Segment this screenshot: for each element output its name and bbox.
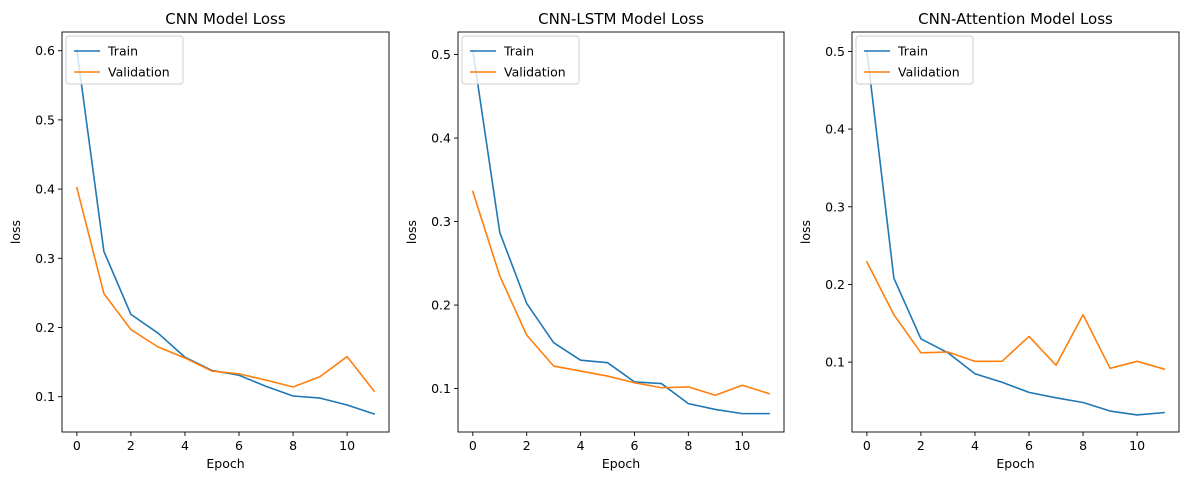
series-line-validation [865, 260, 1166, 371]
x-tick-label: 2 [127, 438, 135, 453]
y-tick-label: 0.3 [825, 199, 845, 214]
x-tick-label: 6 [235, 438, 243, 453]
y-tick-label: 0.2 [35, 320, 55, 335]
plot-frame [457, 31, 785, 433]
y-tick-label: 0.4 [825, 122, 845, 137]
legend: Train Validation [855, 35, 974, 85]
series-line-validation [471, 190, 771, 397]
x-tick-label: 10 [734, 438, 750, 453]
x-tick-label: 4 [971, 438, 979, 453]
y-tick-label: 0.5 [35, 112, 55, 127]
x-axis-label: Epoch [996, 456, 1034, 471]
chart-panel-1: 0 2 4 6 8 10 0.1 0.2 0.3 0.4 0.5 0.6 CNN Model Loss E… [8, 10, 390, 471]
series-line-train [75, 49, 376, 416]
y-axis-label: loss [8, 220, 23, 244]
legend-label-train: Train [107, 44, 138, 59]
y-tick-label: 0.1 [431, 381, 451, 396]
chart-panel-2: 0 2 4 6 8 10 0.1 0.2 0.3 0.4 0.5 CNN-LSTM Model Los… [404, 10, 785, 471]
x-axis-label: Epoch [206, 456, 244, 471]
y-tick-label: 0.3 [431, 214, 451, 229]
x-tick-label: 10 [1129, 438, 1145, 453]
x-tick-label: 0 [73, 438, 81, 453]
series-line-train [471, 49, 770, 415]
x-tick-label: 2 [523, 438, 531, 453]
y-tick-label: 0.1 [825, 355, 845, 370]
plot-frame [61, 31, 390, 433]
chart-title: CNN-LSTM Model Loss [538, 10, 704, 28]
y-axis-label: loss [404, 220, 419, 244]
y-tick-label: 0.5 [825, 44, 845, 59]
x-tick-label: 6 [630, 438, 638, 453]
x-tick-label: 2 [917, 438, 925, 453]
y-tick-label: 0.2 [431, 298, 451, 313]
y-tick-label: 0.4 [35, 182, 55, 197]
y-axis-label: loss [798, 220, 813, 244]
x-tick-label: 4 [577, 438, 585, 453]
x-tick-label: 8 [684, 438, 692, 453]
series-line-validation [75, 186, 376, 393]
chart-panel-3: 0 2 4 6 8 10 0.1 0.2 0.3 0.4 0.5 CNN-Attention Mode… [798, 10, 1180, 471]
series-line-train [865, 49, 1166, 416]
x-tick-label: 0 [863, 438, 871, 453]
chart-title: CNN Model Loss [165, 10, 286, 28]
x-tick-label: 6 [1025, 438, 1033, 453]
y-tick-label: 0.4 [431, 131, 451, 146]
plot-frame [851, 31, 1180, 433]
legend-label-validation: Validation [504, 65, 566, 80]
y-tick-label: 0.1 [35, 389, 55, 404]
y-tick-label: 0.2 [825, 277, 845, 292]
legend-label-train: Train [897, 44, 928, 59]
y-tick-label: 0.6 [35, 43, 55, 58]
chart-title: CNN-Attention Model Loss [918, 10, 1113, 28]
x-tick-label: 0 [469, 438, 477, 453]
legend-label-validation: Validation [108, 65, 170, 80]
y-tick-label: 0.5 [431, 47, 451, 62]
legend-label-train: Train [503, 44, 534, 59]
x-axis-label: Epoch [602, 456, 640, 471]
x-tick-label: 10 [339, 438, 355, 453]
legend: Train Validation [65, 35, 184, 85]
x-tick-label: 4 [181, 438, 189, 453]
y-tick-label: 0.3 [35, 251, 55, 266]
x-tick-label: 8 [1079, 438, 1087, 453]
legend-label-validation: Validation [898, 65, 960, 80]
legend: Train Validation [461, 35, 580, 85]
x-tick-label: 8 [289, 438, 297, 453]
